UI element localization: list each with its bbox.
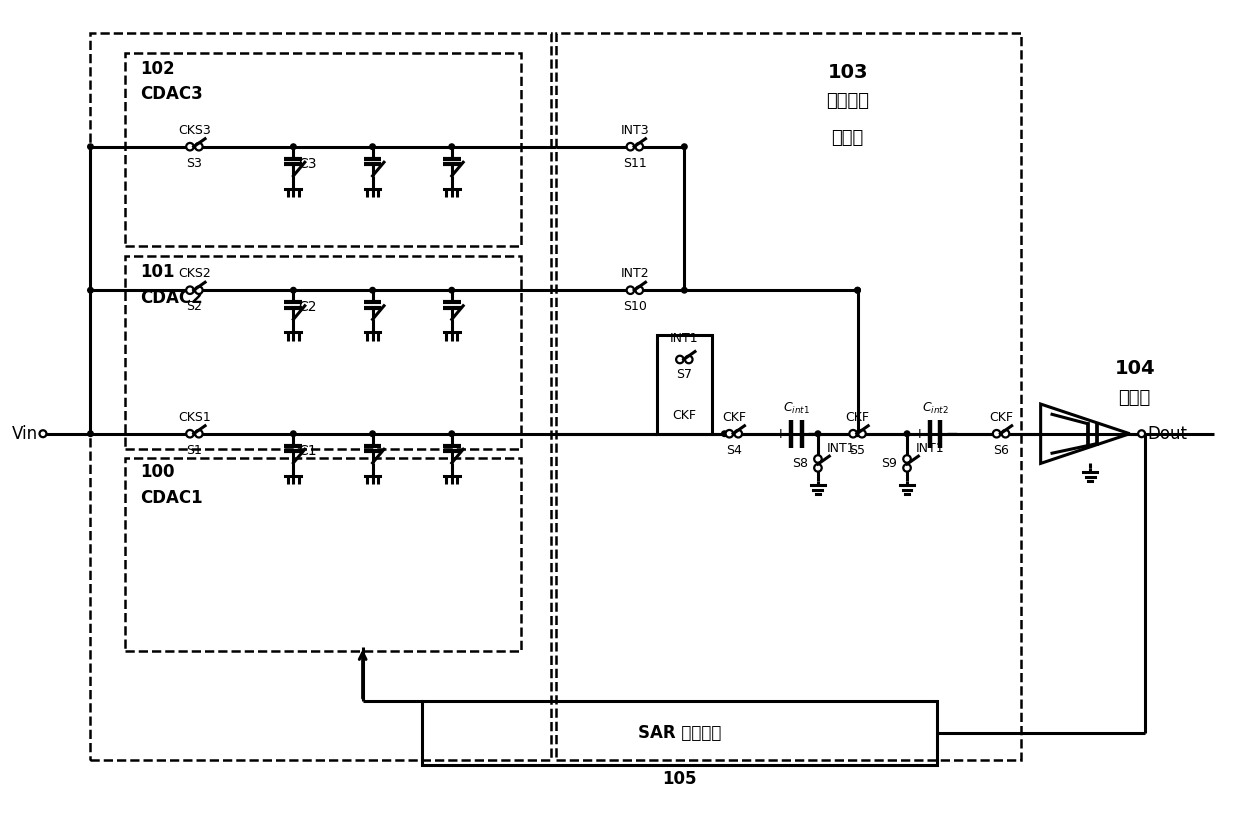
Text: C3: C3	[299, 156, 317, 170]
Circle shape	[815, 455, 822, 462]
Text: CKS2: CKS2	[179, 267, 211, 280]
Text: +: +	[775, 427, 786, 440]
Text: CDAC3: CDAC3	[140, 85, 202, 103]
Circle shape	[195, 430, 202, 437]
Text: S6: S6	[993, 444, 1009, 457]
Bar	[125, 256, 521, 449]
Text: 100: 100	[140, 463, 175, 481]
Text: $C_{int2}$: $C_{int2}$	[921, 400, 949, 416]
Circle shape	[290, 287, 296, 293]
Text: 102: 102	[140, 59, 175, 77]
Circle shape	[815, 464, 822, 471]
Circle shape	[1002, 430, 1009, 437]
Text: INT1: INT1	[827, 443, 856, 456]
Text: S11: S11	[622, 156, 647, 169]
Circle shape	[854, 287, 861, 293]
Text: $C_{int1}$: $C_{int1}$	[784, 400, 810, 416]
Text: 比较器: 比较器	[1118, 389, 1151, 407]
Circle shape	[722, 431, 727, 436]
Text: 105: 105	[662, 770, 697, 788]
Text: CKF: CKF	[990, 411, 1013, 424]
Circle shape	[626, 143, 634, 151]
Circle shape	[186, 287, 193, 294]
Text: S4: S4	[725, 444, 742, 457]
Text: INT1: INT1	[916, 443, 945, 456]
Text: CDAC2: CDAC2	[140, 289, 202, 307]
Circle shape	[858, 430, 866, 437]
Bar	[422, 701, 936, 765]
Circle shape	[636, 143, 644, 151]
Text: 101: 101	[140, 264, 175, 282]
Text: −: −	[945, 427, 959, 441]
Circle shape	[849, 430, 857, 437]
Text: S10: S10	[622, 300, 647, 313]
Text: S8: S8	[792, 457, 808, 470]
Circle shape	[854, 431, 861, 436]
Text: −: −	[807, 427, 820, 441]
Text: CKS1: CKS1	[179, 411, 211, 424]
Text: INT3: INT3	[620, 124, 650, 137]
Circle shape	[40, 431, 46, 437]
Circle shape	[903, 455, 911, 462]
Text: S9: S9	[882, 457, 897, 470]
Circle shape	[370, 287, 376, 293]
Text: S7: S7	[676, 369, 692, 382]
Circle shape	[370, 144, 376, 150]
Circle shape	[449, 144, 455, 150]
Text: CKF: CKF	[672, 409, 697, 422]
Circle shape	[684, 356, 693, 363]
Circle shape	[676, 356, 683, 363]
Text: S2: S2	[186, 300, 202, 313]
Text: CKF: CKF	[722, 411, 745, 424]
Text: CDAC1: CDAC1	[140, 489, 202, 507]
Circle shape	[1138, 431, 1145, 437]
Circle shape	[449, 431, 455, 436]
Text: +: +	[914, 427, 925, 440]
Text: 104: 104	[1115, 360, 1154, 379]
Bar	[657, 335, 712, 434]
Bar	[125, 458, 521, 651]
Text: C2: C2	[299, 300, 317, 314]
Bar	[556, 33, 1021, 760]
Circle shape	[904, 431, 910, 436]
Text: INT2: INT2	[620, 267, 650, 280]
Circle shape	[854, 287, 861, 293]
Circle shape	[903, 464, 911, 471]
Bar	[125, 53, 521, 246]
Circle shape	[195, 287, 202, 294]
Circle shape	[734, 430, 742, 437]
Text: 滤波器: 滤波器	[832, 129, 864, 147]
Text: 103: 103	[827, 63, 868, 81]
Circle shape	[815, 431, 821, 436]
Circle shape	[290, 431, 296, 436]
Circle shape	[626, 287, 634, 294]
Text: S1: S1	[186, 444, 202, 457]
Circle shape	[993, 430, 1001, 437]
Circle shape	[636, 287, 644, 294]
Text: CKS3: CKS3	[179, 124, 211, 137]
Circle shape	[88, 144, 93, 150]
Circle shape	[725, 430, 733, 437]
Text: INT1: INT1	[670, 331, 698, 344]
Circle shape	[370, 431, 376, 436]
Circle shape	[290, 144, 296, 150]
Circle shape	[88, 431, 93, 436]
Circle shape	[195, 143, 202, 151]
Text: S5: S5	[849, 444, 866, 457]
Text: SAR 逻辑电路: SAR 逻辑电路	[637, 724, 722, 742]
Bar	[91, 33, 551, 760]
Circle shape	[682, 144, 687, 150]
Circle shape	[88, 287, 93, 293]
Text: CKF: CKF	[846, 411, 869, 424]
Text: S3: S3	[186, 156, 202, 169]
Text: 无源环路: 无源环路	[826, 92, 869, 110]
Circle shape	[449, 287, 455, 293]
Circle shape	[186, 430, 193, 437]
Circle shape	[186, 143, 193, 151]
Circle shape	[682, 287, 687, 293]
Text: Dout: Dout	[1147, 425, 1188, 443]
Text: C1: C1	[299, 444, 317, 457]
Text: Vin: Vin	[12, 425, 38, 443]
